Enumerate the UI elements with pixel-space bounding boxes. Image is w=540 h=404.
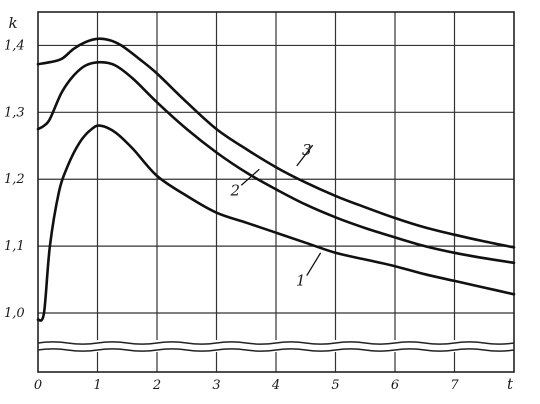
x-tick-label: 2 — [152, 378, 161, 393]
series-labels: 1 2 3 — [230, 141, 322, 290]
x-tick-label: 5 — [331, 378, 339, 393]
plot-border — [37, 11, 515, 373]
series-label-2: 2 — [230, 181, 241, 199]
series-lines — [36, 37, 516, 322]
y-tick-label: 1,1 — [4, 239, 25, 254]
grid — [38, 12, 514, 372]
tick-labels: 0 1 2 3 4 5 6 7 1,0 1,1 1,2 1,3 1,4 — [4, 38, 459, 393]
axis-break-line — [37, 348, 515, 352]
y-tick-label: 1,4 — [4, 38, 25, 53]
y-axis-label: k — [8, 14, 17, 32]
x-tick-label: 3 — [212, 378, 220, 393]
series-leader-3 — [296, 144, 314, 167]
axis-break — [37, 340, 515, 352]
x-tick-label: 4 — [271, 378, 280, 393]
x-tick-label: 1 — [93, 378, 101, 393]
y-tick-label: 1,2 — [4, 172, 25, 187]
x-axis-label: t — [507, 375, 514, 393]
series-line-2 — [36, 60, 516, 265]
series-label-1: 1 — [296, 272, 306, 290]
series-label-3: 3 — [302, 141, 312, 159]
x-tick-label: 7 — [450, 378, 459, 393]
plot-frame — [37, 11, 515, 373]
series-line-3 — [36, 37, 516, 249]
x-tick-label: 6 — [391, 378, 399, 393]
series-line-1 — [36, 124, 516, 322]
y-tick-label: 1,3 — [4, 105, 25, 120]
series-leader-2 — [240, 168, 260, 186]
axis-break-line — [37, 341, 515, 345]
series-leader-1 — [306, 252, 322, 276]
y-tick-label: 1,0 — [4, 306, 25, 321]
x-tick-label: 0 — [34, 378, 42, 393]
